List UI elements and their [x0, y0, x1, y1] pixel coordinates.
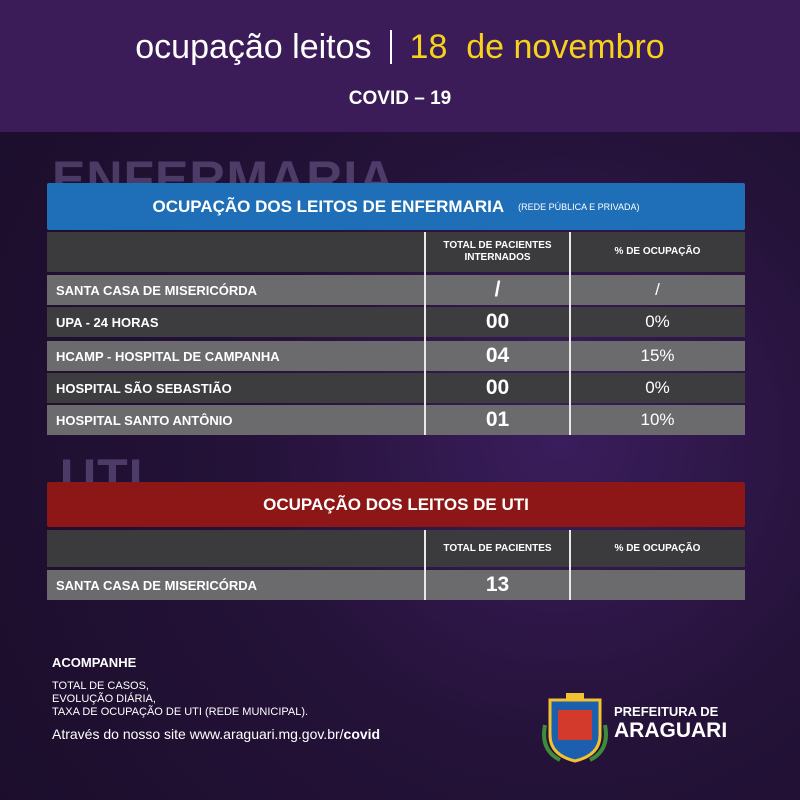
row-value: 01 [485, 408, 510, 431]
column-header: % DE OCUPAÇÃO [614, 246, 701, 257]
top-banner [0, 0, 800, 132]
logo-text: PREFEITURA DE ARAGUARI [614, 704, 727, 743]
column-divider [569, 530, 571, 600]
separator [389, 30, 392, 64]
column-header: % DE OCUPAÇÃO [614, 542, 701, 554]
row-label: HOSPITAL SÃO SEBASTIÃO [56, 380, 232, 396]
row-label: HOSPITAL SANTO ANTÔNIO [56, 412, 233, 428]
column-divider [569, 232, 571, 435]
row-value: 00 [485, 310, 510, 333]
column-header: TOTAL DE PACIENTES INTERNADOS [443, 240, 552, 263]
footer-line: EVOLUÇÃO DIÁRIA, [52, 693, 156, 705]
row-value: 0% [645, 312, 670, 331]
enfermaria-table: OCUPAÇÃO DOS LEITOS DE ENFERMARIA (REDE … [47, 183, 745, 436]
logo-line: ARAGUARI [614, 719, 728, 742]
column-divider [424, 232, 426, 435]
footer-site-bold: covid [343, 726, 381, 742]
column-header-row [47, 232, 745, 272]
column-header-row [47, 530, 745, 567]
footer-site: Através do nosso site www.araguari.mg.go… [52, 726, 344, 742]
row-value: 10% [640, 410, 675, 429]
logo-crest [542, 693, 608, 763]
table-header: OCUPAÇÃO DOS LEITOS DE UTI [47, 482, 745, 527]
row-label: UPA - 24 HORAS [56, 314, 159, 330]
table-row [47, 570, 745, 600]
row-value: 0% [645, 378, 670, 397]
logo-line: PREFEITURA DE [614, 704, 719, 719]
table-row [47, 307, 745, 337]
row-value: 04 [485, 344, 510, 367]
table-title: OCUPAÇÃO DOS LEITOS DE ENFERMARIA [152, 196, 505, 216]
row-value: 13 [485, 573, 510, 596]
column-divider [424, 530, 426, 600]
title-date: 18 de novembro [409, 28, 665, 66]
uti-table: OCUPAÇÃO DOS LEITOS DE UTI TOTAL DE PACI… [47, 482, 745, 602]
title-left: ocupação leitos [135, 28, 372, 66]
row-label: SANTA CASA DE MISERICÓRDA [56, 282, 258, 298]
footer-line: TOTAL DE CASOS, [52, 680, 149, 692]
table-row [47, 405, 745, 435]
row-value: 15% [640, 346, 675, 365]
table-row [47, 373, 745, 403]
table-title: OCUPAÇÃO DOS LEITOS DE UTI [263, 494, 529, 514]
row-value: / [655, 280, 660, 299]
row-label: SANTA CASA DE MISERICÓRDA [56, 577, 258, 593]
row-label: HCAMP - HOSPITAL DE CAMPANHA [56, 348, 280, 364]
title: ocupação leitos 18 de novembro [0, 28, 800, 67]
subtitle: COVID – 19 [348, 88, 452, 109]
table-header: OCUPAÇÃO DOS LEITOS DE ENFERMARIA (REDE … [47, 183, 745, 230]
row-value: / [494, 278, 501, 301]
footer-heading: ACOMPANHE [52, 655, 137, 670]
row-value: 00 [485, 376, 510, 399]
column-header: TOTAL DE PACIENTES [443, 542, 552, 554]
table-row [47, 275, 745, 305]
footer: ACOMPANHE TOTAL DE CASOS, EVOLUÇÃO DIÁRI… [52, 655, 380, 742]
footer-line: TAXA DE OCUPAÇÃO DE UTI (REDE MUNICIPAL)… [52, 706, 309, 718]
table-note: (REDE PÚBLICA E PRIVADA) [518, 201, 640, 212]
table-row [47, 341, 745, 371]
